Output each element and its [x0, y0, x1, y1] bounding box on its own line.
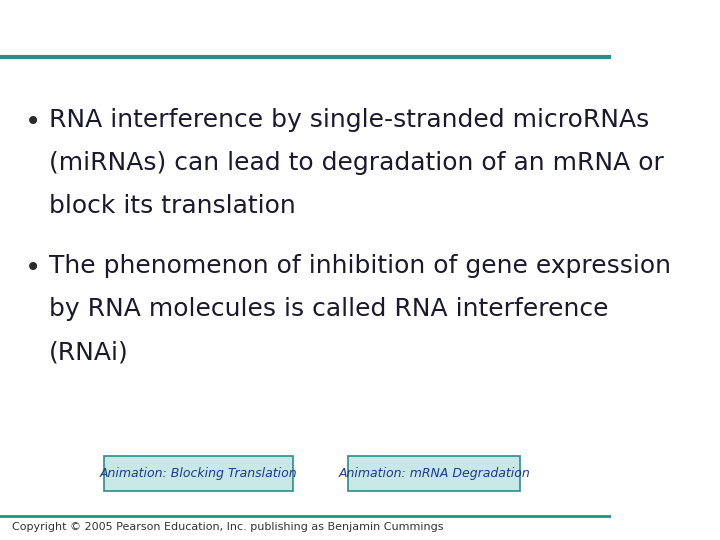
Text: The phenomenon of inhibition of gene expression: The phenomenon of inhibition of gene exp… — [49, 254, 671, 278]
Text: RNA interference by single-stranded microRNAs: RNA interference by single-stranded micr… — [49, 108, 649, 132]
Text: Animation: Blocking Translation: Animation: Blocking Translation — [100, 467, 297, 481]
Text: •: • — [24, 254, 41, 282]
Text: Animation: mRNA Degradation: Animation: mRNA Degradation — [338, 467, 530, 481]
Text: block its translation: block its translation — [49, 194, 296, 218]
Text: Copyright © 2005 Pearson Education, Inc. publishing as Benjamin Cummings: Copyright © 2005 Pearson Education, Inc.… — [12, 522, 444, 531]
Text: (RNAi): (RNAi) — [49, 340, 129, 364]
Text: •: • — [24, 108, 41, 136]
FancyBboxPatch shape — [348, 456, 520, 491]
Text: (miRNAs) can lead to degradation of an mRNA or: (miRNAs) can lead to degradation of an m… — [49, 151, 664, 175]
Text: by RNA molecules is called RNA interference: by RNA molecules is called RNA interfere… — [49, 297, 608, 321]
FancyBboxPatch shape — [104, 456, 294, 491]
